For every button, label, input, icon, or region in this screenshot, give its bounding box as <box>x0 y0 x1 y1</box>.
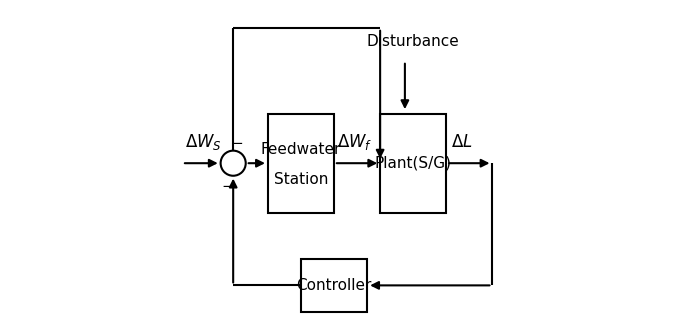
Bar <box>268 114 334 213</box>
Bar <box>301 259 367 312</box>
Text: $\Delta L$: $\Delta L$ <box>451 133 473 151</box>
Bar <box>380 114 446 213</box>
Text: $\Delta W_S$: $\Delta W_S$ <box>185 132 222 152</box>
Text: $-$: $-$ <box>230 134 243 149</box>
Text: Disturbance: Disturbance <box>367 34 460 49</box>
Text: Station: Station <box>274 172 328 187</box>
Text: $\Delta W_f$: $\Delta W_f$ <box>337 132 373 152</box>
Text: $-$: $-$ <box>221 177 234 192</box>
Text: Controller: Controller <box>296 278 372 293</box>
Text: Feedwater: Feedwater <box>261 143 341 158</box>
Text: Plant(S/G): Plant(S/G) <box>375 156 452 171</box>
